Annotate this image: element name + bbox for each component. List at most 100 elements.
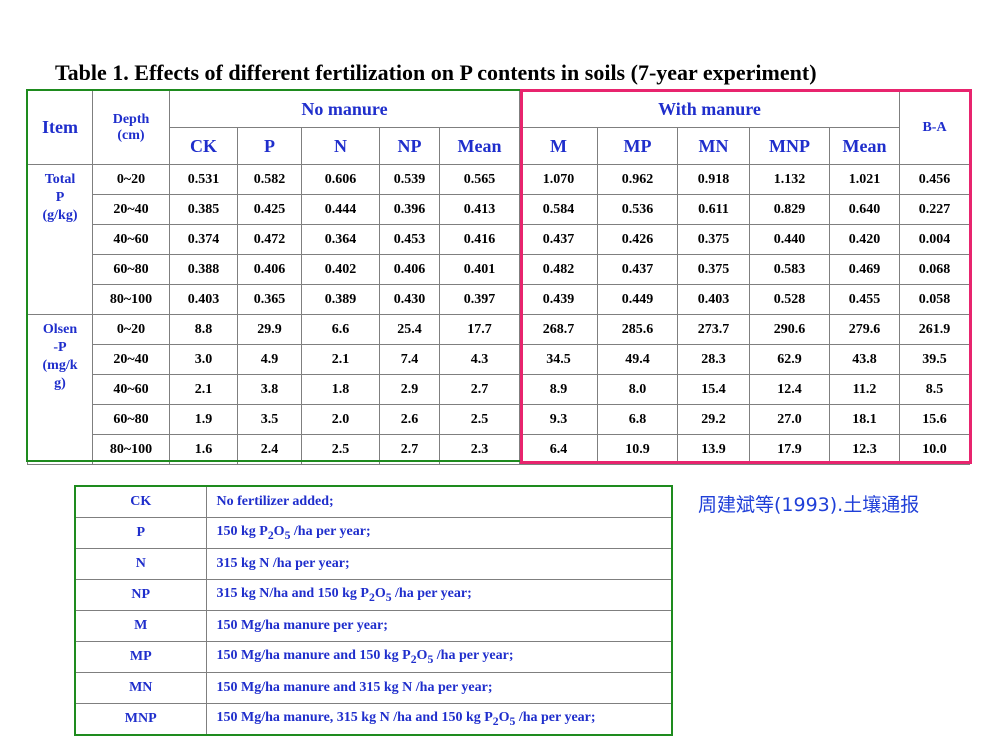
table-row: 60~80 0.388 0.406 0.402 0.406 0.401 0.482 0.437… [28, 254, 970, 285]
legend-row: MN 150 Mg/ha manure and 315 kg N /ha per … [74, 672, 673, 704]
legend-row: P 150 kg P2O5 /ha per year; [74, 517, 673, 549]
phosphorus-table: Item Depth (cm) No manure With manure B-… [27, 90, 970, 465]
legend-code: MP [74, 641, 207, 673]
value-cell: 25.4 [379, 314, 440, 345]
table-row: 40~60 0.374 0.472 0.364 0.453 0.416 0.437 0.426… [28, 224, 970, 255]
value-cell: 4.9 [237, 344, 302, 375]
value-cell: 15.4 [677, 374, 750, 405]
legend-row: N 315 kg N /ha per year; [74, 548, 673, 580]
value-cell: 2.9 [379, 374, 440, 405]
value-cell: 0.528 [749, 284, 830, 315]
value-cell: 0.364 [301, 224, 380, 255]
value-cell: 6.8 [597, 404, 678, 435]
value-cell: 268.7 [519, 314, 598, 345]
value-cell: 0.606 [301, 164, 380, 195]
value-cell: 2.1 [169, 374, 238, 405]
value-cell: 0.406 [379, 254, 440, 285]
column-header-row: CK P N NP Mean M MP MN MNP Mean [28, 127, 970, 165]
value-cell: 0.440 [749, 224, 830, 255]
value-cell: 0.403 [169, 284, 238, 315]
value-cell: 7.4 [379, 344, 440, 375]
value-cell: 29.2 [677, 404, 750, 435]
value-cell: 18.1 [829, 404, 900, 435]
value-cell: 0.439 [519, 284, 598, 315]
value-cell: 0.004 [899, 224, 970, 255]
value-cell: 279.6 [829, 314, 900, 345]
value-cell: 0.401 [439, 254, 520, 285]
legend-row: MNP 150 Mg/ha manure, 315 kg N /ha and 15… [74, 703, 673, 736]
value-cell: 3.5 [237, 404, 302, 435]
value-cell: 2.4 [237, 434, 302, 465]
value-cell: 62.9 [749, 344, 830, 375]
value-cell: 0.406 [237, 254, 302, 285]
value-cell: 13.9 [677, 434, 750, 465]
group-label-line: g) [54, 376, 66, 391]
legend-description: No fertilizer added; [205, 485, 673, 518]
column-header: Mean [829, 127, 900, 165]
legend-description: 315 kg N/ha and 150 kg P2O5 /ha per year… [205, 579, 673, 611]
table-row: 60~80 1.9 3.5 2.0 2.6 2.5 9.3 6.8 29.2 27.0 18.1 15… [28, 404, 970, 435]
depth-header-unit: (cm) [117, 127, 145, 143]
value-cell: 0.482 [519, 254, 598, 285]
value-cell: 0.068 [899, 254, 970, 285]
value-cell: 0.420 [829, 224, 900, 255]
depth-cell: 60~80 [92, 254, 170, 285]
value-cell: 17.7 [439, 314, 520, 345]
value-cell: 0.640 [829, 194, 900, 225]
legend-code: MNP [74, 703, 207, 736]
legend-code: M [74, 610, 207, 642]
value-cell: 0.539 [379, 164, 440, 195]
value-cell: 0.582 [237, 164, 302, 195]
legend-row: NP 315 kg N/ha and 150 kg P2O5 /ha per ye… [74, 579, 673, 611]
value-cell: 2.5 [301, 434, 380, 465]
column-header: Mean [439, 127, 520, 165]
value-cell: 6.6 [301, 314, 380, 345]
value-cell: 261.9 [899, 314, 970, 345]
depth-cell: 20~40 [92, 194, 170, 225]
legend-description: 150 kg P2O5 /ha per year; [205, 517, 673, 549]
value-cell: 10.9 [597, 434, 678, 465]
value-cell: 8.5 [899, 374, 970, 405]
treatment-legend-table: CK No fertilizer added; P 150 kg P2O5 /ha p… [74, 485, 673, 736]
value-cell: 15.6 [899, 404, 970, 435]
column-header: P [237, 127, 302, 165]
column-header: M [519, 127, 598, 165]
value-cell: 2.0 [301, 404, 380, 435]
value-cell: 1.132 [749, 164, 830, 195]
value-cell: 0.374 [169, 224, 238, 255]
value-cell: 0.453 [379, 224, 440, 255]
value-cell: 0.227 [899, 194, 970, 225]
table-row: 40~60 2.1 3.8 1.8 2.9 2.7 8.9 8.0 15.4 12.4 11.2 8.… [28, 374, 970, 405]
group-label-line: (mg/k [42, 358, 78, 373]
depth-cell: 40~60 [92, 224, 170, 255]
legend-row: CK No fertilizer added; [74, 485, 673, 518]
value-cell: 0.426 [597, 224, 678, 255]
value-cell: 0.388 [169, 254, 238, 285]
value-cell: 0.444 [301, 194, 380, 225]
value-cell: 9.3 [519, 404, 598, 435]
value-cell: 0.396 [379, 194, 440, 225]
legend-code: NP [74, 579, 207, 611]
value-cell: 8.0 [597, 374, 678, 405]
column-header: NP [379, 127, 440, 165]
item-header: Item [27, 90, 93, 165]
value-cell: 2.7 [379, 434, 440, 465]
value-cell: 10.0 [899, 434, 970, 465]
value-cell: 1.6 [169, 434, 238, 465]
value-cell: 17.9 [749, 434, 830, 465]
value-cell: 273.7 [677, 314, 750, 345]
table-row: 20~40 0.385 0.425 0.444 0.396 0.413 0.584 0.536… [28, 194, 970, 225]
with-manure-header: With manure [519, 90, 900, 128]
depth-header-label: Depth [112, 111, 150, 127]
value-cell: 4.3 [439, 344, 520, 375]
value-cell: 0.531 [169, 164, 238, 195]
group-label-line: -P [53, 340, 67, 355]
depth-header: Depth (cm) [92, 90, 170, 165]
depth-cell: 40~60 [92, 374, 170, 405]
value-cell: 1.021 [829, 164, 900, 195]
value-cell: 8.8 [169, 314, 238, 345]
value-cell: 49.4 [597, 344, 678, 375]
value-cell: 0.397 [439, 284, 520, 315]
legend-code: CK [74, 485, 207, 518]
value-cell: 0.389 [301, 284, 380, 315]
